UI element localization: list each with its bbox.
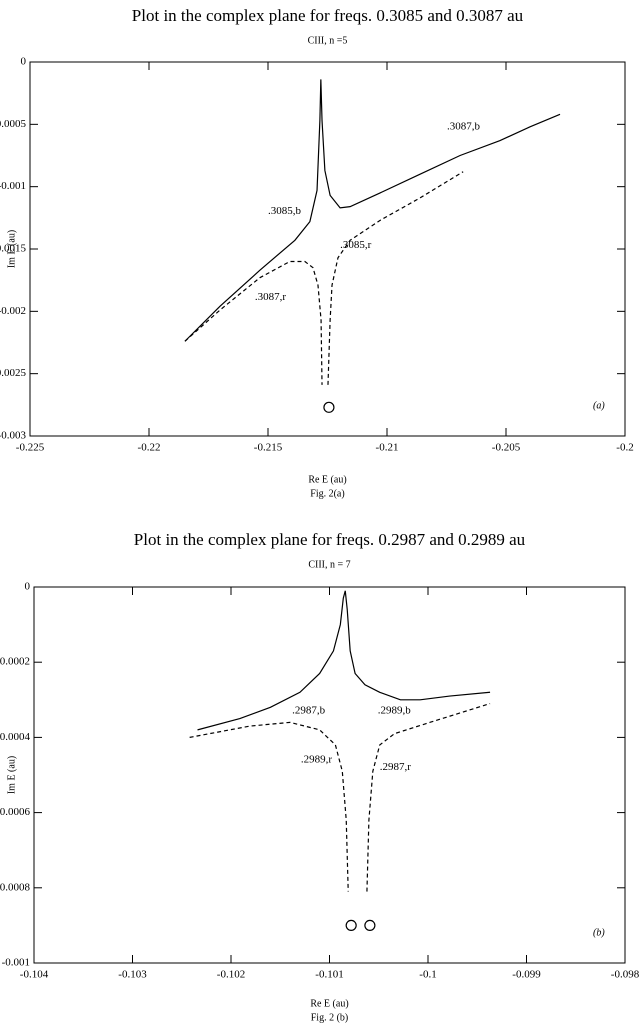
x-tick-label: -0.22 xyxy=(138,442,161,454)
plot-frame xyxy=(33,586,626,964)
point-marker xyxy=(364,919,376,932)
annotation: .2989,r xyxy=(301,753,333,765)
y-tick-label: -0.0002 xyxy=(0,656,30,668)
x-tick-label: -0.1 xyxy=(419,969,436,981)
series-line xyxy=(184,79,561,342)
x-axis-label: Re E (au) xyxy=(308,474,346,485)
x-axis-label: Re E (au) xyxy=(310,998,348,1009)
caption: Fig. 2 (b) xyxy=(311,1012,349,1023)
y-axis-label: Im E (au) xyxy=(6,230,17,268)
y-tick-label: -0.001 xyxy=(2,957,30,969)
y-tick-label: -0.003 xyxy=(0,430,26,442)
chart-subtitle: CIII, n = 7 xyxy=(308,559,350,570)
x-tick-label: -0.101 xyxy=(315,969,343,981)
series-line xyxy=(189,702,491,892)
y-tick-label: -0.002 xyxy=(0,305,26,317)
chart-title: Plot in the complex plane for freqs. 0.2… xyxy=(134,530,526,549)
annotation: .2987,b xyxy=(292,705,326,717)
x-tick-label: -0.205 xyxy=(492,442,521,454)
y-tick-label: -0.001 xyxy=(0,180,26,192)
x-tick-label: -0.103 xyxy=(118,969,147,981)
point-marker xyxy=(323,401,335,413)
y-tick-label: -0.0025 xyxy=(0,367,26,379)
annotation: .3085,r xyxy=(340,239,372,251)
x-tick-label: -0.2 xyxy=(616,442,633,454)
y-tick-label: -0.0006 xyxy=(0,806,30,818)
x-tick-label: -0.21 xyxy=(376,442,399,454)
x-tick-label: -0.215 xyxy=(254,442,283,454)
panel-label: (a) xyxy=(593,400,605,411)
y-tick-label: -0.0015 xyxy=(0,243,26,255)
series-line xyxy=(197,590,491,731)
series-line xyxy=(184,171,464,385)
y-tick-label: 0 xyxy=(25,581,31,593)
y-tick-label: -0.0005 xyxy=(0,118,26,130)
chart-subtitle: CIII, n =5 xyxy=(308,35,348,46)
panel-label: (b) xyxy=(593,927,605,938)
x-tick-label: -0.102 xyxy=(217,969,245,981)
annotation: .2987,r xyxy=(380,761,412,773)
y-tick-label: -0.0008 xyxy=(0,881,30,893)
plot-frame xyxy=(29,61,626,437)
x-tick-label: -0.098 xyxy=(611,969,640,981)
y-tick-label: -0.0004 xyxy=(0,731,30,743)
annotation: .3087,r xyxy=(255,291,287,303)
x-tick-label: -0.099 xyxy=(512,969,541,981)
point-marker xyxy=(345,919,357,932)
chart-title: Plot in the complex plane for freqs. 0.3… xyxy=(132,6,524,25)
caption: Fig. 2(a) xyxy=(310,488,344,499)
y-tick-label: 0 xyxy=(21,56,27,68)
annotation: .3087,b xyxy=(447,120,481,132)
y-axis-label: Im E (au) xyxy=(6,756,17,794)
annotation: .2989,b xyxy=(378,705,412,717)
x-tick-label: -0.104 xyxy=(20,969,49,981)
x-tick-label: -0.225 xyxy=(16,442,45,454)
annotation: .3085,b xyxy=(268,205,302,217)
